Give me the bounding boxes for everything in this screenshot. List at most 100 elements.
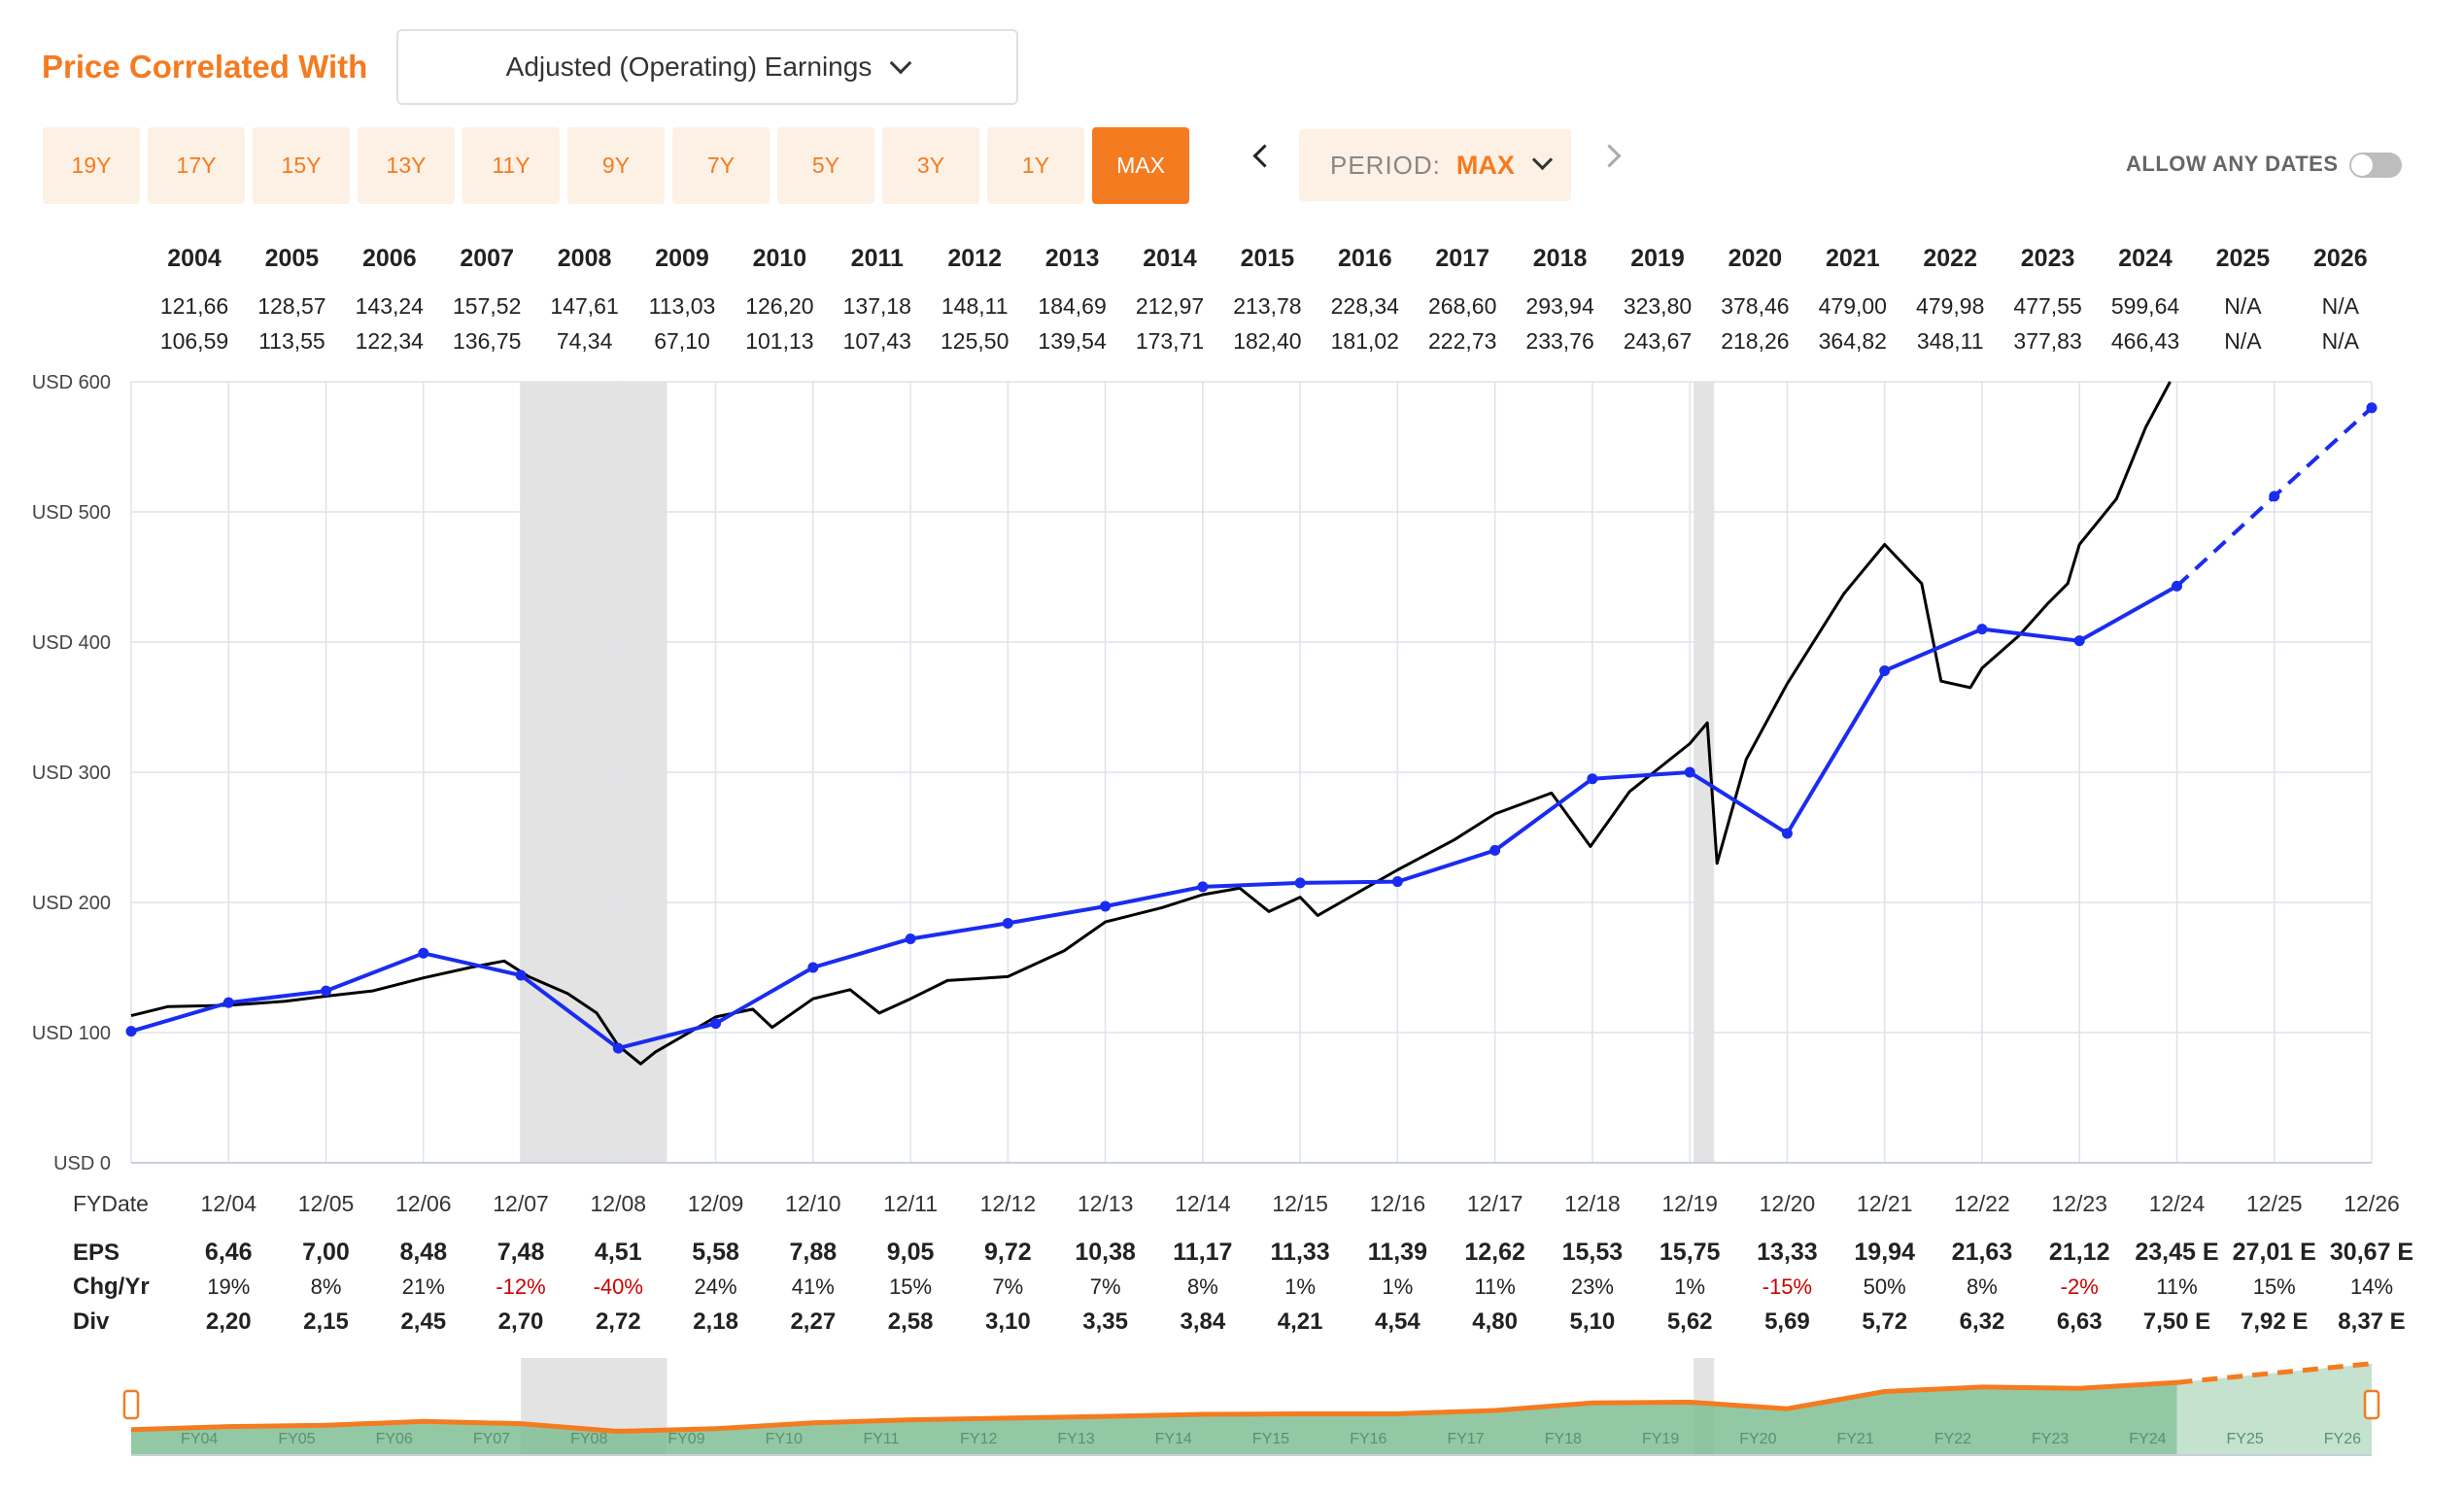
annual-high: 479,00	[1819, 293, 1887, 319]
earnings-point[interactable]	[612, 1042, 624, 1054]
annual-high: 148,11	[941, 293, 1009, 319]
earnings-point[interactable]	[2171, 580, 2182, 592]
eps-value: 12,62	[1464, 1239, 1525, 1266]
earnings-point[interactable]	[321, 985, 332, 997]
earnings-point[interactable]	[1002, 917, 1013, 929]
period-label: PERIOD:	[1330, 150, 1441, 180]
range-button-1y[interactable]: 1Y	[987, 127, 1084, 204]
navigator-year-label: FY15	[1252, 1431, 1289, 1447]
annual-low: 67,10	[654, 328, 710, 354]
year-header: 2005	[265, 245, 320, 272]
chg-yr-value: 50%	[1864, 1274, 1906, 1299]
eps-value: 21,12	[2049, 1239, 2110, 1266]
range-button-3y[interactable]: 3Y	[882, 127, 979, 204]
x-tick-label: 12/08	[591, 1191, 647, 1216]
range-button-9y[interactable]: 9Y	[567, 127, 665, 204]
earnings-point[interactable]	[1100, 900, 1112, 912]
year-header: 2009	[655, 245, 709, 272]
chg-yr-value: 11%	[1474, 1274, 1515, 1299]
eps-value: 9,72	[984, 1239, 1032, 1266]
earnings-point[interactable]	[1391, 876, 1403, 888]
earnings-point[interactable]	[1489, 844, 1501, 856]
annual-low: N/A	[2322, 328, 2360, 354]
x-tick-label: 12/17	[1467, 1191, 1523, 1216]
earnings-point[interactable]	[125, 1026, 137, 1037]
annual-low: 218,26	[1721, 328, 1789, 354]
x-tick-label: 12/20	[1760, 1191, 1816, 1216]
year-header: 2024	[2118, 245, 2173, 272]
x-tick-label: 12/12	[980, 1191, 1037, 1216]
div-value: 3,84	[1181, 1308, 1226, 1335]
div-value: 8,37 E	[2338, 1308, 2405, 1335]
period-select[interactable]: PERIOD: MAX	[1299, 129, 1571, 201]
year-header: 2017	[1435, 245, 1489, 272]
earnings-point[interactable]	[2366, 402, 2378, 414]
allow-any-dates-toggle[interactable]	[2349, 153, 2402, 178]
chg-yr-value: 7%	[1090, 1274, 1121, 1299]
eps-row-label: EPS	[73, 1239, 120, 1266]
navigator-left-handle[interactable]	[122, 1389, 140, 1420]
navigator-year-label: FY25	[2227, 1431, 2264, 1447]
earnings-point[interactable]	[710, 1018, 722, 1030]
annual-high: 323,80	[1624, 293, 1692, 319]
period-value: MAX	[1455, 150, 1515, 180]
earnings-point[interactable]	[2269, 491, 2280, 502]
earnings-point[interactable]	[515, 969, 527, 981]
year-header: 2013	[1045, 245, 1100, 272]
year-header: 2019	[1630, 245, 1685, 272]
range-button-15y[interactable]: 15Y	[253, 127, 350, 204]
annual-high: 228,34	[1331, 293, 1400, 319]
earnings-point[interactable]	[1197, 881, 1209, 893]
navigator-year-label: FY18	[1545, 1431, 1582, 1447]
earnings-point[interactable]	[1781, 828, 1793, 839]
earnings-point[interactable]	[1879, 664, 1891, 676]
earnings-point[interactable]	[905, 934, 916, 945]
y-tick-label: USD 0	[53, 1153, 111, 1174]
annual-high: N/A	[2322, 293, 2360, 319]
chg-yr-value: 21%	[402, 1274, 445, 1299]
chg-yr-value: 15%	[2253, 1274, 2296, 1299]
navigator-year-label: FY06	[376, 1431, 413, 1447]
year-header: 2020	[1728, 245, 1783, 272]
earnings-type-select[interactable]: Adjusted (Operating) Earnings	[396, 29, 1018, 105]
navigator-year-label: FY08	[570, 1431, 607, 1447]
annual-high: 113,03	[649, 293, 716, 319]
year-header: 2025	[2216, 245, 2271, 272]
navigator-year-label: FY12	[960, 1431, 997, 1447]
chg-yr-value: -12%	[496, 1274, 545, 1299]
eps-value: 7,88	[789, 1239, 837, 1266]
earnings-point[interactable]	[1587, 773, 1598, 785]
range-button-17y[interactable]: 17Y	[148, 127, 245, 204]
year-header: 2018	[1533, 245, 1588, 272]
range-button-13y[interactable]: 13Y	[358, 127, 455, 204]
earnings-point[interactable]	[222, 997, 234, 1008]
div-row-label: Div	[73, 1308, 110, 1335]
chg-yr-value: 1%	[1674, 1274, 1705, 1299]
x-tick-label: 12/25	[2246, 1191, 2303, 1216]
earnings-point[interactable]	[1684, 766, 1695, 778]
div-value: 2,45	[400, 1308, 446, 1335]
toggle-knob	[2351, 154, 2373, 176]
navigator-year-label: FY26	[2324, 1431, 2361, 1447]
navigator-right-handle[interactable]	[2363, 1389, 2380, 1420]
range-button-5y[interactable]: 5Y	[777, 127, 874, 204]
x-tick-label: 12/21	[1857, 1191, 1913, 1216]
div-value: 2,27	[790, 1308, 836, 1335]
year-header: 2012	[947, 245, 1002, 272]
allow-any-dates-label: ALLOW ANY DATES	[2126, 152, 2339, 176]
annual-high: 128,57	[257, 293, 325, 319]
earnings-point[interactable]	[1976, 624, 1988, 635]
range-button-19y[interactable]: 19Y	[43, 127, 140, 204]
year-header: 2015	[1241, 245, 1295, 272]
eps-value: 7,00	[302, 1239, 350, 1266]
earnings-point[interactable]	[418, 947, 429, 959]
earnings-point[interactable]	[2073, 635, 2085, 647]
range-button-max[interactable]: MAX	[1092, 127, 1189, 204]
navigator-line	[130, 1379, 2177, 1435]
earnings-point[interactable]	[1294, 877, 1306, 889]
eps-value: 11,33	[1271, 1239, 1330, 1266]
range-button-7y[interactable]: 7Y	[672, 127, 770, 204]
range-button-11y[interactable]: 11Y	[462, 127, 560, 204]
earnings-point[interactable]	[807, 962, 819, 973]
